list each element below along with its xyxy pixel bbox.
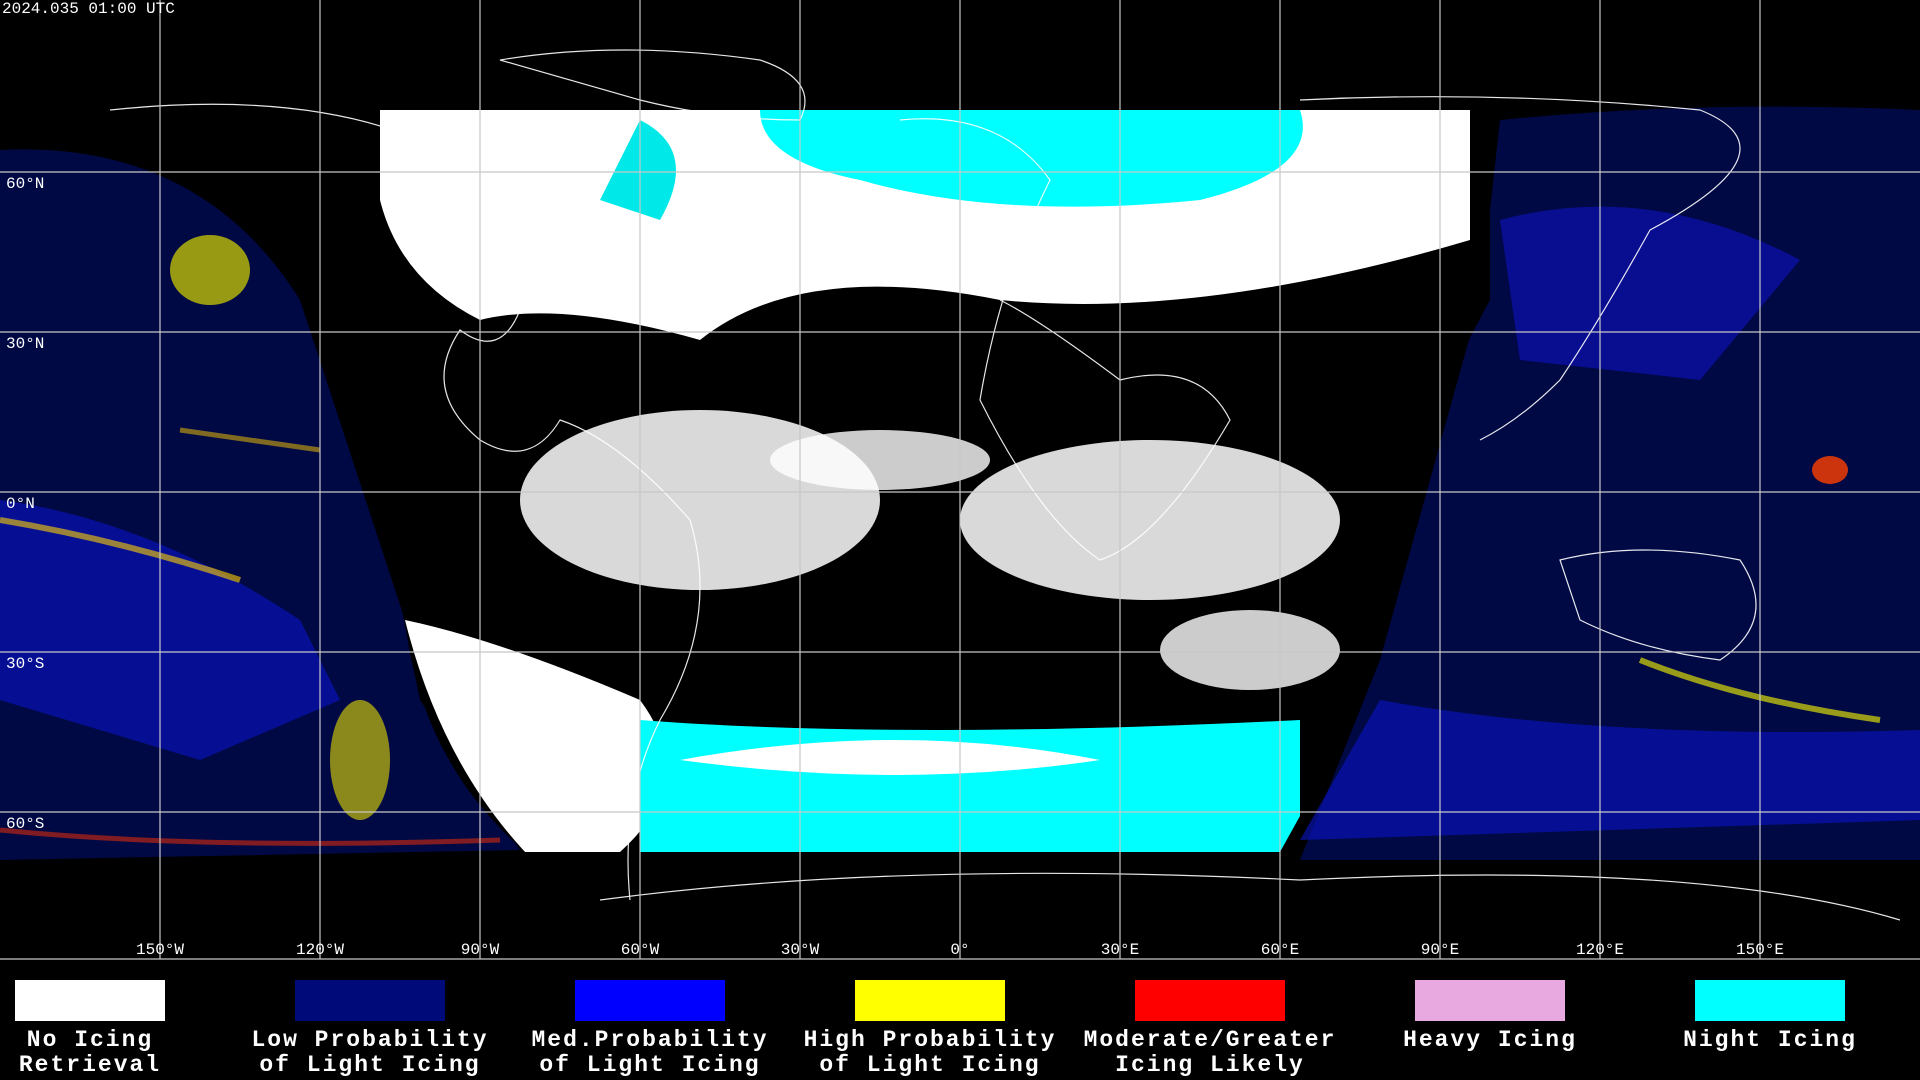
legend-label: Icing Likely bbox=[1115, 1052, 1305, 1078]
legend-label: of Light Icing bbox=[819, 1052, 1040, 1078]
lon-label: 150°E bbox=[1736, 941, 1784, 959]
lon-label: 150°W bbox=[136, 941, 184, 959]
legend-swatch bbox=[295, 980, 445, 1021]
lat-label: 30°S bbox=[6, 655, 44, 673]
lon-label: 120°E bbox=[1576, 941, 1624, 959]
legend-label: of Light Icing bbox=[259, 1052, 480, 1078]
legend-swatch bbox=[1415, 980, 1565, 1021]
lon-label: 60°W bbox=[621, 941, 660, 959]
legend-swatch bbox=[855, 980, 1005, 1021]
lon-label: 0° bbox=[950, 941, 969, 959]
lon-label: 90°W bbox=[461, 941, 500, 959]
legend-swatch bbox=[1135, 980, 1285, 1021]
lon-label: 30°W bbox=[781, 941, 820, 959]
lat-label: 60°S bbox=[6, 815, 44, 833]
lat-label: 0°N bbox=[6, 495, 35, 513]
lat-label: 30°N bbox=[6, 335, 44, 353]
graticule: 150°W 120°W 90°W 60°W 30°W 0° 30°E 60°E 90°E 120°… bbox=[0, 0, 1920, 960]
legend-swatch bbox=[1695, 980, 1845, 1021]
lon-label: 120°W bbox=[296, 941, 344, 959]
lat-label: 60°N bbox=[6, 175, 44, 193]
lon-label: 60°E bbox=[1261, 941, 1299, 959]
legend-label: Retrieval bbox=[19, 1052, 161, 1078]
legend-label: of Light Icing bbox=[539, 1052, 760, 1078]
lon-label: 90°E bbox=[1421, 941, 1459, 959]
legend-label: Heavy Icing bbox=[1403, 1027, 1577, 1053]
legend-swatch bbox=[15, 980, 165, 1021]
legend-swatch bbox=[575, 980, 725, 1021]
legend-label: Moderate/Greater bbox=[1084, 1027, 1337, 1053]
legend-label: Med.Probability bbox=[531, 1027, 768, 1053]
legend-label: Night Icing bbox=[1683, 1027, 1857, 1053]
timestamp: 2024.035 01:00 UTC bbox=[2, 0, 175, 18]
legend-label: Low Probability bbox=[251, 1027, 488, 1053]
lon-label: 30°E bbox=[1101, 941, 1139, 959]
legend-label: No Icing bbox=[27, 1027, 153, 1053]
legend-label: High Probability bbox=[804, 1027, 1057, 1053]
